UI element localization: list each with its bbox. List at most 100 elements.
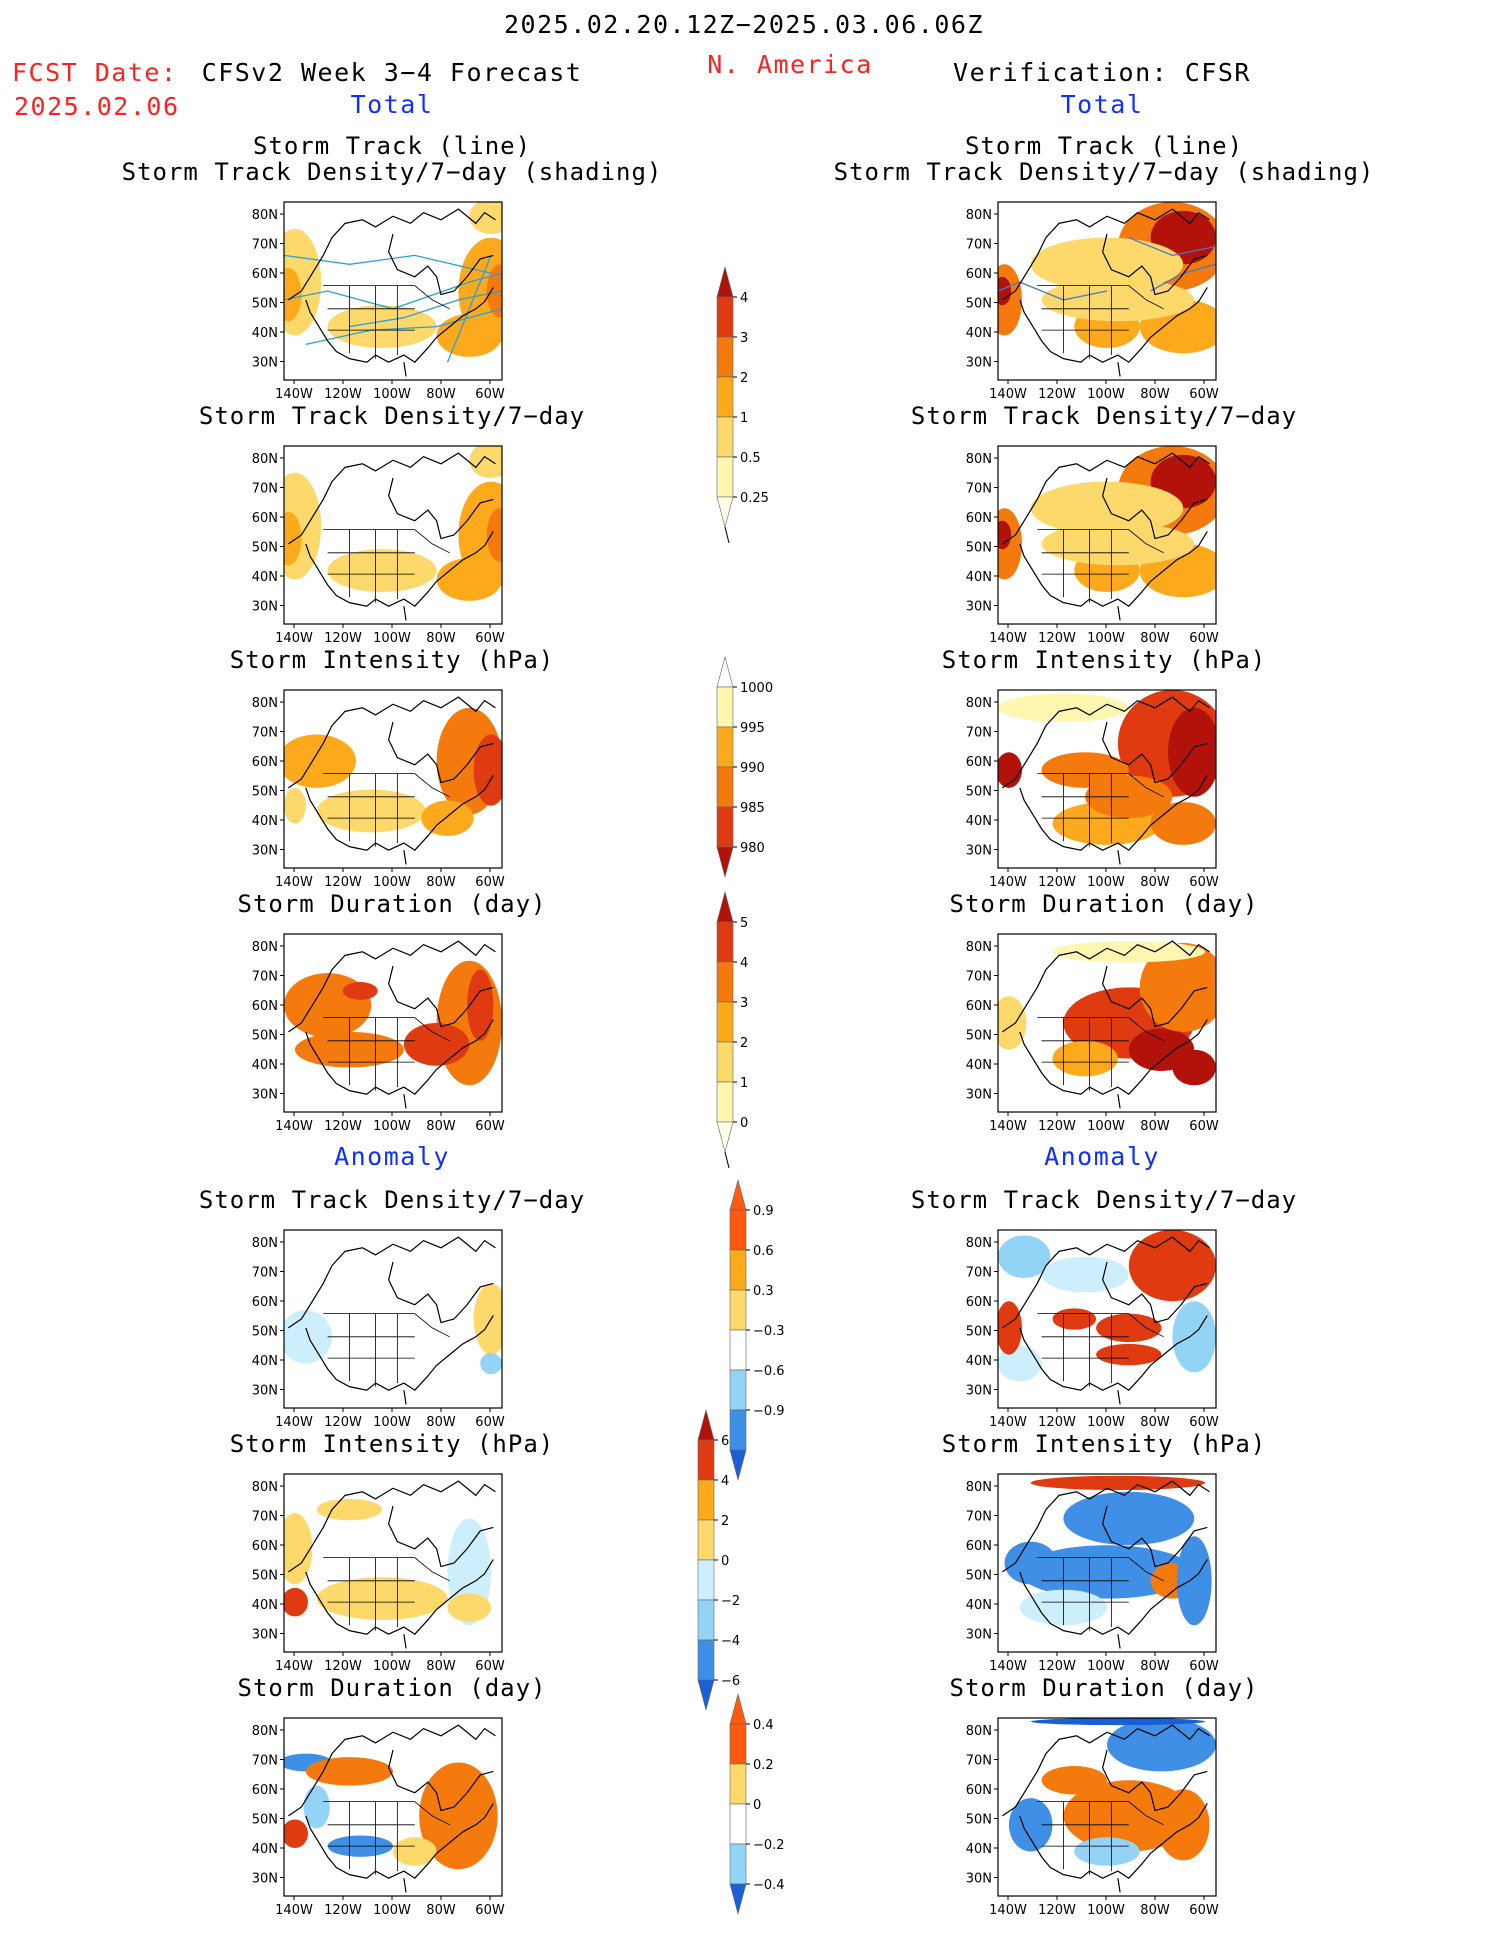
title-intensity-anom-left: Storm Intensity (hPa)	[229, 1430, 555, 1458]
lon-tick-label: 60W	[1189, 1415, 1219, 1430]
state-border	[323, 529, 450, 554]
colorbar-tick-label: 3	[740, 996, 748, 1011]
colorbar-segment	[716, 296, 734, 338]
map-right-ianom: 80N 70N 60N 50N 40N 30N 140W 120W 100W 80W 60W	[966, 1473, 1219, 1674]
lat-tick-label: 50N	[966, 541, 992, 556]
lon-tick-label: 100W	[1087, 1415, 1125, 1430]
lat-tick-label: 50N	[966, 1569, 992, 1584]
state-border	[1037, 529, 1164, 554]
shading-cell	[1107, 1718, 1216, 1772]
colorbar-segment	[716, 416, 734, 458]
colorbar-duration: 5 4 3 2 1 0	[716, 890, 748, 1169]
colorbar-tick-label: 4	[721, 1474, 729, 1489]
lon-tick-label: 120W	[324, 1903, 362, 1918]
storm-track-line	[305, 308, 502, 346]
coastline	[403, 1634, 407, 1649]
lon-tick-label: 80W	[1140, 875, 1170, 890]
storm-track-line	[284, 254, 492, 274]
map-frame	[997, 445, 1217, 625]
colorbar-tick-label: 1	[740, 1076, 748, 1091]
lon-tick-label: 120W	[324, 631, 362, 646]
lat-tick-label: 60N	[966, 1783, 992, 1798]
colorbar-tick-label: 0.4	[753, 1718, 774, 1733]
coastline	[305, 1315, 494, 1391]
coastline	[388, 233, 494, 296]
lat-tick-label: 80N	[966, 940, 992, 955]
lat-tick-label: 40N	[252, 814, 278, 829]
lat-tick-label: 60N	[252, 999, 278, 1014]
lat-tick-label: 50N	[252, 1813, 278, 1828]
colorbar-segment	[716, 1001, 734, 1043]
lat-tick-label: 70N	[252, 1754, 278, 1769]
lon-tick-label: 60W	[1189, 1903, 1219, 1918]
lat-tick-label: 70N	[966, 238, 992, 253]
title-storm-track-line-right: Storm Track (line)	[964, 132, 1244, 160]
lat-tick-label: 80N	[252, 940, 278, 955]
shading-cell	[486, 508, 502, 562]
lon-tick-label: 120W	[1038, 1119, 1076, 1134]
colorbar-segment	[697, 1599, 715, 1641]
lon-tick-label: 80W	[1140, 387, 1170, 402]
state-border	[323, 1557, 450, 1582]
lon-tick-label: 80W	[426, 1903, 456, 1918]
shading-cell	[327, 549, 437, 592]
colorbar-tick-label: 995	[740, 721, 765, 736]
map-right-int: 80N 70N 60N 50N 40N 30N 140W 120W 100W 80W 60W	[966, 689, 1219, 890]
colorbar-tick-label: 0.3	[753, 1284, 774, 1299]
coastline	[305, 775, 494, 851]
lat-tick-label: 40N	[966, 570, 992, 585]
lat-tick-label: 40N	[966, 1842, 992, 1857]
lat-tick-label: 80N	[252, 452, 278, 467]
colorbar-segment	[729, 1329, 747, 1371]
lat-tick-label: 70N	[252, 1266, 278, 1281]
colorbar-segment	[729, 1289, 747, 1331]
colorbar-tick-label: 0.25	[740, 491, 769, 506]
colorbar-top-triangle	[716, 655, 734, 688]
lat-tick-label: 40N	[252, 326, 278, 341]
state-border	[1037, 773, 1164, 798]
colorbar-segment	[716, 921, 734, 963]
colorbar-segment	[697, 1559, 715, 1601]
colorbar-top-triangle	[729, 1692, 747, 1725]
anomaly-label-left: Anomaly	[334, 1142, 450, 1171]
coastline	[403, 1094, 407, 1109]
lat-tick-label: 40N	[252, 1598, 278, 1613]
lon-tick-label: 60W	[475, 1659, 505, 1674]
lon-tick-label: 100W	[1087, 1119, 1125, 1134]
lon-tick-label: 140W	[275, 1903, 313, 1918]
lat-tick-label: 70N	[252, 970, 278, 985]
lon-tick-label: 100W	[373, 875, 411, 890]
lon-tick-label: 140W	[275, 387, 313, 402]
lat-tick-label: 30N	[966, 356, 992, 371]
shading-cell	[1041, 1766, 1107, 1795]
coastline	[1117, 1094, 1121, 1109]
title-intensity-right: Storm Intensity (hPa)	[941, 646, 1267, 674]
lon-tick-label: 100W	[1087, 631, 1125, 646]
lon-tick-label: 100W	[373, 631, 411, 646]
coastline	[388, 1261, 494, 1324]
colorbar-segment	[729, 1369, 747, 1411]
map-frame	[283, 689, 503, 869]
colorbar-segment	[697, 1479, 715, 1521]
colorbar-tick-label: 0	[753, 1798, 761, 1813]
shading-cell	[473, 734, 502, 806]
lon-tick-label: 100W	[373, 1119, 411, 1134]
lon-tick-label: 80W	[1140, 1903, 1170, 1918]
colorbar-tick-label: 6	[721, 1434, 729, 1449]
shading-cell	[1096, 1343, 1162, 1366]
colorbar-bottom-triangle	[729, 1883, 747, 1916]
colorbar-tick-label: 4	[740, 291, 748, 306]
lon-tick-label: 100W	[373, 1903, 411, 1918]
colorbar-segment	[716, 726, 734, 768]
lon-tick-label: 140W	[275, 631, 313, 646]
lon-tick-label: 80W	[426, 1119, 456, 1134]
map-frame	[997, 1717, 1217, 1897]
coastline	[1102, 721, 1208, 784]
shading-cell	[998, 693, 1129, 723]
lon-tick-label: 140W	[275, 1415, 313, 1430]
coastline	[1117, 850, 1121, 865]
lat-tick-label: 30N	[252, 1384, 278, 1399]
state-border	[323, 285, 450, 310]
lat-tick-label: 60N	[966, 267, 992, 282]
shading-cell	[469, 446, 502, 479]
